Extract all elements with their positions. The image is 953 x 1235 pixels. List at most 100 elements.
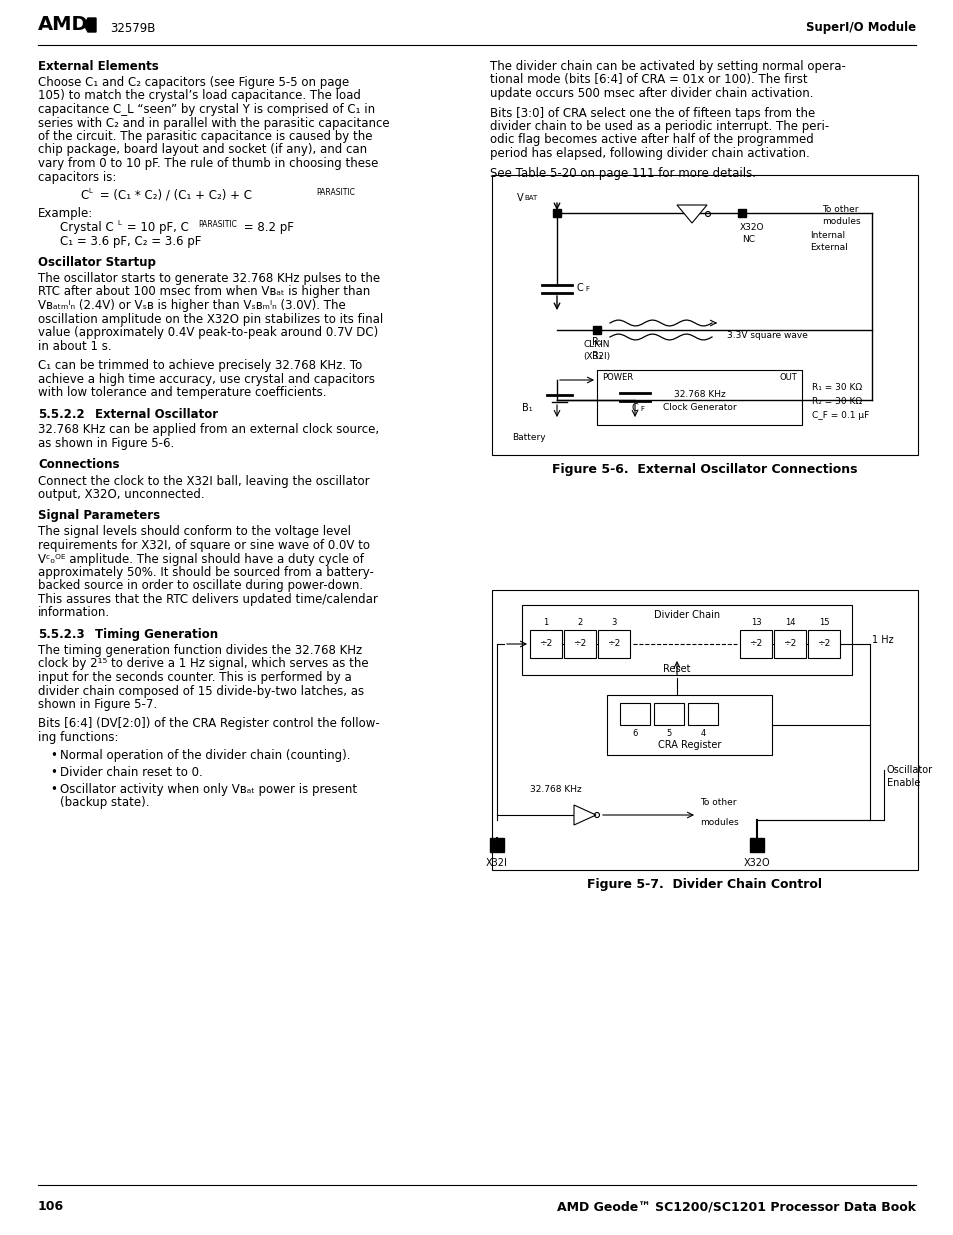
Bar (619, 703, 649, 725)
Text: capacitance C_L “seen” by crystal Y is comprised of C₁ in: capacitance C_L “seen” by crystal Y is c… (38, 103, 375, 116)
Text: ÷2: ÷2 (749, 640, 761, 648)
Text: Oscillator: Oscillator (886, 764, 932, 776)
Text: R₂: R₂ (592, 337, 602, 347)
Text: SuperI/O Module: SuperI/O Module (805, 21, 915, 35)
Text: 1: 1 (543, 618, 548, 627)
Text: shown in Figure 5-7.: shown in Figure 5-7. (38, 698, 157, 711)
Text: 5.5.2.3: 5.5.2.3 (38, 629, 85, 641)
Text: AMD Geode™ SC1200/SC1201 Processor Data Book: AMD Geode™ SC1200/SC1201 Processor Data … (557, 1200, 915, 1213)
Text: X32I: X32I (485, 858, 507, 868)
Text: F: F (639, 406, 643, 412)
Text: R₁ = 30 KΩ: R₁ = 30 KΩ (811, 383, 862, 391)
Text: L: L (117, 220, 121, 226)
Bar (530, 630, 561, 658)
Bar (606, 695, 771, 755)
Text: = (C₁ * C₂) / (C₁ + C₂) + C: = (C₁ * C₂) / (C₁ + C₂) + C (96, 189, 252, 203)
Text: capacitors is:: capacitors is: (38, 170, 116, 184)
Text: of the circuit. The parasitic capacitance is caused by the: of the circuit. The parasitic capacitanc… (38, 130, 372, 143)
Text: odic flag becomes active after half of the programmed: odic flag becomes active after half of t… (490, 133, 813, 147)
Text: The signal levels should conform to the voltage level: The signal levels should conform to the … (38, 526, 351, 538)
Text: X32O: X32O (740, 224, 763, 232)
Text: information.: information. (38, 606, 110, 620)
Text: 13: 13 (750, 618, 760, 627)
Text: 15: 15 (818, 618, 828, 627)
Text: 32.768 KHz: 32.768 KHz (673, 390, 724, 399)
Text: DV0: DV0 (693, 709, 712, 719)
Text: Vʙₐₜₘᴵₙ (2.4V) or Vₛʙ is higher than Vₛʙₘᴵₙ (3.0V). The: Vʙₐₜₘᴵₙ (2.4V) or Vₛʙ is higher than Vₛʙ… (38, 299, 345, 312)
Text: 5.5.2.2: 5.5.2.2 (38, 408, 85, 420)
Bar (598, 630, 629, 658)
Polygon shape (677, 205, 706, 224)
Text: RTC after about 100 msec from when Vʙₐₜ is higher than: RTC after about 100 msec from when Vʙₐₜ … (38, 285, 370, 299)
Text: 4: 4 (700, 729, 705, 739)
Text: The oscillator starts to generate 32.768 KHz pulses to the: The oscillator starts to generate 32.768… (38, 272, 379, 285)
Text: B₁: B₁ (521, 403, 532, 412)
Text: 32579B: 32579B (110, 21, 155, 35)
Text: To other: To other (700, 798, 736, 806)
Text: Normal operation of the divider chain (counting).: Normal operation of the divider chain (c… (60, 750, 350, 762)
Text: External Elements: External Elements (38, 61, 158, 73)
Text: ÷2: ÷2 (782, 640, 796, 648)
Bar (687, 703, 718, 725)
Text: The timing generation function divides the 32.768 KHz: The timing generation function divides t… (38, 643, 362, 657)
Text: Choose C₁ and C₂ capacitors (see Figure 5-5 on page: Choose C₁ and C₂ capacitors (see Figure … (38, 77, 349, 89)
Text: •: • (50, 783, 57, 795)
Text: ÷2: ÷2 (607, 640, 620, 648)
Bar (492, 590, 917, 869)
Bar (521, 605, 851, 676)
Text: 3.3V square wave: 3.3V square wave (726, 331, 807, 340)
Text: Crystal C: Crystal C (60, 221, 113, 233)
Text: ÷2: ÷2 (573, 640, 586, 648)
Text: Bits [3:0] of CRA select one the of fifteen taps from the: Bits [3:0] of CRA select one the of fift… (490, 106, 815, 120)
Text: BAT: BAT (523, 195, 537, 201)
Text: External: External (809, 243, 847, 252)
Text: C₁ can be trimmed to achieve precisely 32.768 KHz. To: C₁ can be trimmed to achieve precisely 3… (38, 359, 362, 372)
Text: divider chain to be used as a periodic interrupt. The peri-: divider chain to be used as a periodic i… (490, 120, 828, 133)
Text: DV1: DV1 (659, 709, 678, 719)
Text: Divider Chain: Divider Chain (653, 610, 720, 620)
Bar (807, 630, 840, 658)
Bar (597, 370, 801, 425)
Text: Connections: Connections (38, 458, 119, 472)
Text: 6: 6 (632, 729, 637, 739)
Text: See Table 5-20 on page 111 for more details.: See Table 5-20 on page 111 for more deta… (490, 167, 755, 179)
Text: as shown in Figure 5-6.: as shown in Figure 5-6. (38, 437, 174, 450)
Text: Clock Generator: Clock Generator (662, 403, 736, 412)
Text: approximately 50%. It should be sourced from a battery-: approximately 50%. It should be sourced … (38, 566, 374, 579)
Text: X32O: X32O (743, 858, 769, 868)
Text: Bits [6:4] (DV[2:0]) of the CRA Register control the follow-: Bits [6:4] (DV[2:0]) of the CRA Register… (38, 718, 379, 730)
Text: L: L (88, 188, 91, 194)
Polygon shape (84, 19, 96, 32)
Text: To other: To other (821, 205, 858, 214)
Text: ing functions:: ing functions: (38, 731, 118, 743)
Text: CRA Register: CRA Register (658, 740, 720, 750)
Text: backed source in order to oscillate during power-down.: backed source in order to oscillate duri… (38, 579, 363, 593)
Text: achieve a high time accuracy, use crystal and capacitors: achieve a high time accuracy, use crysta… (38, 373, 375, 385)
Text: Enable: Enable (886, 778, 920, 788)
Text: tional mode (bits [6:4] of CRA = 01x or 100). The first: tional mode (bits [6:4] of CRA = 01x or … (490, 74, 807, 86)
Text: input for the seconds counter. This is performed by a: input for the seconds counter. This is p… (38, 671, 352, 684)
Text: ÷2: ÷2 (538, 640, 552, 648)
Polygon shape (574, 805, 596, 825)
Text: modules: modules (700, 818, 738, 827)
Text: POWER: POWER (601, 373, 633, 382)
Text: Oscillator Startup: Oscillator Startup (38, 256, 155, 269)
Text: 3: 3 (611, 618, 616, 627)
Text: oscillation amplitude on the X32O pin stabilizes to its final: oscillation amplitude on the X32O pin st… (38, 312, 383, 326)
Text: Internal: Internal (809, 231, 844, 240)
Text: Vᶜₒᴼᴱ amplitude. The signal should have a duty cycle of: Vᶜₒᴼᴱ amplitude. The signal should have … (38, 552, 363, 566)
Text: F: F (584, 287, 588, 291)
Text: C: C (80, 189, 89, 203)
Bar (654, 703, 683, 725)
Text: 2: 2 (577, 618, 582, 627)
Text: DV2: DV2 (625, 709, 643, 719)
Text: •: • (50, 766, 57, 779)
Text: Reset: Reset (662, 664, 690, 674)
Text: vary from 0 to 10 pF. The rule of thumb in choosing these: vary from 0 to 10 pF. The rule of thumb … (38, 157, 378, 170)
Text: period has elapsed, following divider chain activation.: period has elapsed, following divider ch… (490, 147, 809, 161)
Text: 106: 106 (38, 1200, 64, 1213)
Text: series with C₂ and in parallel with the parasitic capacitance: series with C₂ and in parallel with the … (38, 116, 389, 130)
Text: Oscillator activity when only Vʙₐₜ power is present: Oscillator activity when only Vʙₐₜ power… (60, 783, 356, 795)
Text: 14: 14 (784, 618, 795, 627)
Text: with low tolerance and temperature coefficients.: with low tolerance and temperature coeff… (38, 387, 326, 399)
